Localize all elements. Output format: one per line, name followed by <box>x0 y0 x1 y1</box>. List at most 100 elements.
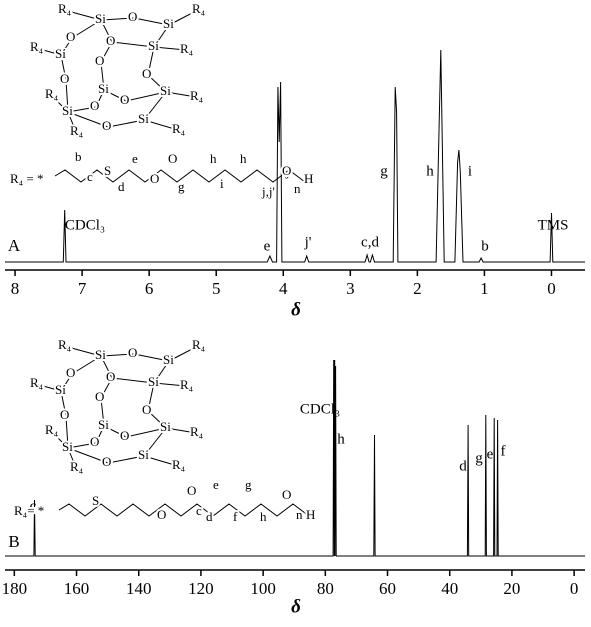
atom: Si <box>163 352 174 367</box>
formula-text: i <box>220 176 224 191</box>
peak-label: f <box>501 443 506 459</box>
bond <box>147 46 155 76</box>
bond <box>168 9 199 26</box>
bond <box>100 61 105 91</box>
bond <box>100 353 135 357</box>
atom: O <box>66 365 75 380</box>
peak-label: d <box>459 458 467 474</box>
formula-text: R₄ = * <box>10 171 44 186</box>
atom: R₄ <box>30 39 44 54</box>
bond <box>143 119 179 131</box>
peak-label: c,d <box>361 234 379 250</box>
formula-text: n <box>294 181 301 196</box>
bond <box>111 377 155 384</box>
formula-text: R₄= * <box>14 503 44 518</box>
peak-label: b <box>481 238 489 254</box>
atom: Si <box>55 382 66 397</box>
bond <box>147 410 167 429</box>
atom: O <box>128 345 137 360</box>
atom: O <box>90 434 99 449</box>
formula-text: h <box>240 151 247 166</box>
atom: Si <box>62 439 73 454</box>
atom: Si <box>95 347 106 362</box>
bond <box>100 377 113 399</box>
atom: O <box>142 66 151 81</box>
atom: R₄ <box>180 41 194 56</box>
formula-text: c <box>196 503 202 518</box>
bond <box>67 106 97 113</box>
formula-text: b <box>75 149 82 164</box>
bond <box>125 427 167 438</box>
peak-label: c <box>30 498 37 514</box>
bond <box>100 17 135 21</box>
formula-text: O <box>187 483 196 498</box>
atom: R₄ <box>58 1 72 16</box>
atom: Si <box>148 38 159 53</box>
x-tick-label: 8 <box>11 279 20 298</box>
x-tick-label: 120 <box>188 579 214 598</box>
formula-text: n <box>296 507 303 522</box>
bond <box>111 41 155 48</box>
bond <box>133 17 170 26</box>
formula-text: h <box>260 509 267 524</box>
x-tick-label: 160 <box>64 579 90 598</box>
atom: Si <box>148 374 159 389</box>
x-tick-label: 40 <box>441 579 458 598</box>
x-tick-label: 180 <box>2 579 28 598</box>
bond <box>50 430 69 449</box>
bond <box>107 119 145 128</box>
formula-text: d <box>118 179 125 194</box>
bond <box>153 24 170 48</box>
bond <box>143 455 179 467</box>
formula-text: O <box>157 507 166 522</box>
bond <box>100 355 113 379</box>
bond <box>100 397 105 427</box>
atom: Si <box>55 46 66 61</box>
atom: O <box>66 29 75 44</box>
atom: O <box>102 454 111 469</box>
bond <box>71 19 102 39</box>
chain <box>58 503 310 517</box>
peak-label: g <box>475 450 483 466</box>
peak-label: i <box>468 163 472 179</box>
formula-text: g <box>245 477 252 492</box>
peak-label: e <box>264 238 271 254</box>
chain <box>54 169 306 183</box>
atom: Si <box>138 111 149 126</box>
x-tick-label: 80 <box>317 579 334 598</box>
bond <box>67 442 97 449</box>
formula-text: H <box>306 507 315 522</box>
atom: Si <box>98 81 109 96</box>
bond <box>107 455 145 464</box>
x-tick-label: 5 <box>212 279 221 298</box>
atom: Si <box>163 16 174 31</box>
formula-text: g <box>178 179 185 194</box>
x-tick-label: 60 <box>379 579 396 598</box>
bond <box>165 91 197 98</box>
atom: O <box>106 369 115 384</box>
spectrum <box>5 49 585 263</box>
bond <box>165 427 197 434</box>
atom: Si <box>160 419 171 434</box>
atom: Si <box>138 447 149 462</box>
bond <box>60 37 73 56</box>
bond <box>133 353 170 362</box>
bond <box>147 382 155 412</box>
bond <box>153 382 187 387</box>
atom: O <box>95 389 104 404</box>
x-axis-label: δ <box>291 299 301 320</box>
formula-text: e <box>132 151 138 166</box>
bond <box>63 9 102 21</box>
atom: R₄ <box>45 86 59 101</box>
bond <box>103 89 127 102</box>
atom: R₄ <box>58 337 72 352</box>
bond <box>65 415 69 449</box>
x-tick-label: 7 <box>78 279 87 298</box>
bond <box>71 355 102 375</box>
panel-label: B <box>8 532 19 551</box>
atom: O <box>128 9 137 24</box>
bond <box>67 111 109 128</box>
formula-text: O <box>168 151 177 166</box>
panel-label: A <box>8 236 21 255</box>
